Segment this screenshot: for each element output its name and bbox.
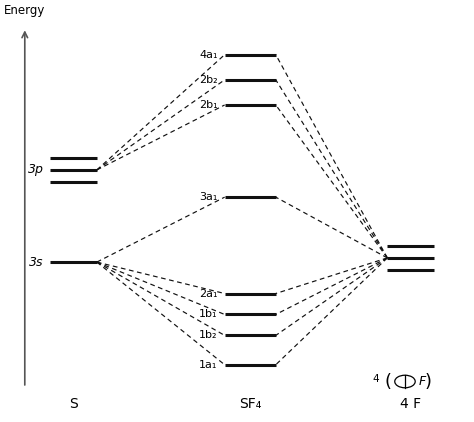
Text: (: (	[385, 373, 392, 390]
Text: 4 F: 4 F	[400, 397, 421, 411]
Text: ): )	[425, 373, 432, 390]
Text: 2b₂: 2b₂	[199, 75, 218, 85]
Text: 2a₁: 2a₁	[199, 289, 218, 298]
Text: $4$: $4$	[372, 372, 380, 384]
Text: 3a₁: 3a₁	[199, 192, 218, 202]
Text: Energy: Energy	[4, 4, 46, 17]
Text: 1a₁: 1a₁	[199, 360, 218, 370]
Text: SF₄: SF₄	[239, 397, 261, 411]
Text: 1b₁: 1b₁	[199, 309, 218, 319]
Text: S: S	[69, 397, 78, 411]
Text: F: F	[419, 375, 426, 388]
Text: 3p: 3p	[27, 163, 44, 176]
Text: 2b₁: 2b₁	[199, 100, 218, 110]
Text: 4a₁: 4a₁	[199, 50, 218, 60]
Text: 3s: 3s	[29, 256, 44, 268]
Text: 1b₂: 1b₂	[199, 330, 218, 341]
